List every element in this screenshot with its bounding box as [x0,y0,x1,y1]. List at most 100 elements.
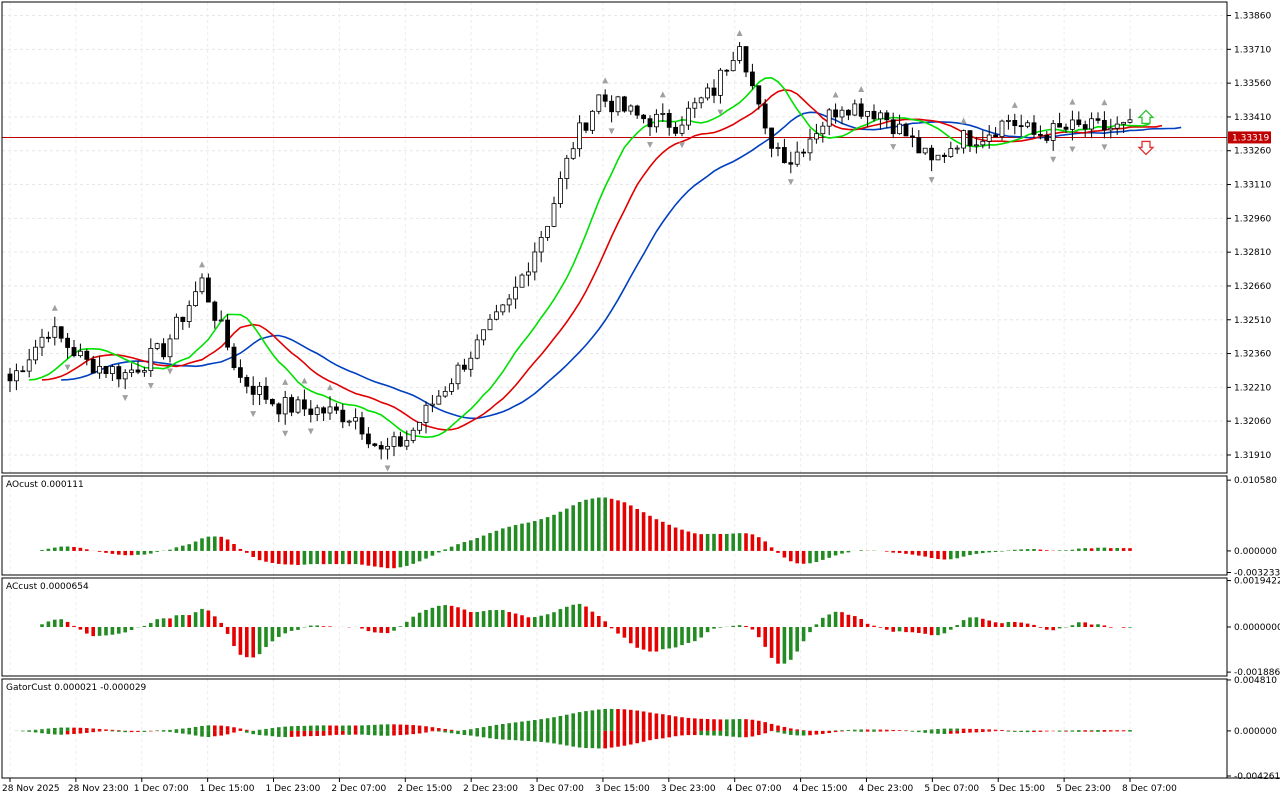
candle-body [993,134,998,138]
panel-frame-main [1,1,1228,474]
candle-body [551,203,557,227]
candle-body [1012,120,1018,127]
candle-body [410,429,416,441]
candle-body [890,119,896,135]
candle-body [724,69,730,72]
fractal-up-icon [327,384,333,391]
candle-body [301,399,307,410]
candle-body [1127,119,1133,123]
candle-body [481,329,487,341]
candle-body [718,69,723,96]
candle-body [807,138,813,154]
candle-body [449,383,455,392]
candle-body [180,316,186,322]
candle-body [110,366,115,374]
fractal-up-icon [659,91,666,98]
candle-body [493,311,499,320]
price-tick-label: 1.33260 [1234,147,1271,157]
indicator-tick-label: 0.000000 [1234,727,1277,737]
candle-body [353,417,359,422]
fractal-down-icon [928,177,935,184]
current-price-badge [1228,131,1271,144]
candle-body [532,251,538,273]
candle-body [641,114,646,120]
alligator-jaw-line [61,111,1182,420]
candle-body [199,277,205,293]
candle-body [116,366,122,380]
candle-body [1057,123,1062,128]
candle-body [948,148,954,157]
candle-body [193,291,199,307]
candle-body [647,118,653,128]
price-tick-label: 1.33110 [1234,181,1271,191]
candle-body [660,113,666,115]
indicator-label-ao: AOcust 0.000111 [6,480,84,490]
time-label: 3 Dec 23:00 [661,784,716,794]
candle-body [954,147,960,150]
candle-body [1095,118,1101,121]
candle-body [622,96,627,112]
price-tick-label: 1.33560 [1234,79,1271,89]
candle-body [429,403,435,406]
fractal-down-icon [647,141,653,148]
candle-body [231,346,237,369]
candle-body [1076,119,1082,125]
fractal-up-icon [858,86,865,93]
candle-body [974,144,979,147]
candle-body [461,364,467,370]
indicator-tick-label: -0.003233 [1234,569,1280,579]
candle-body [237,367,243,378]
candle-body [372,443,378,446]
time-label: 3 Dec 15:00 [595,784,650,794]
candle-body [698,97,704,104]
price-tick-label: 1.32060 [1234,417,1271,427]
candle-body [39,336,45,348]
candle-body [878,112,883,120]
indicator-tick-label: 0.004810 [1234,676,1277,686]
fractal-down-icon [250,411,257,418]
candle-body [423,404,429,423]
panel-frame-gt [1,678,1228,779]
candle-body [58,326,64,339]
candle-body [1044,135,1050,141]
candle-body [705,87,710,99]
candle-body [570,148,576,159]
candle-body [46,336,51,339]
candle-body [487,318,493,331]
candle-body [282,397,288,415]
candle-body [935,154,941,161]
candle-body [397,436,403,447]
candle-body [359,417,365,435]
panel-frame-ac [1,577,1228,677]
time-label: 4 Dec 15:00 [793,784,848,794]
candle-body [13,370,19,382]
candle-body [1082,124,1088,130]
fractal-up-icon [51,304,58,311]
candle-body [122,372,128,380]
candle-body [218,319,224,322]
candle-body [1114,123,1120,129]
time-label: 28 Nov 23:00 [68,784,129,794]
candle-body [154,343,160,349]
candle-body [820,125,826,135]
candle-body [762,103,768,129]
candle-body [205,277,211,303]
candle-body [167,338,173,358]
candle-body [999,120,1005,138]
candle-body [212,301,218,321]
price-tick-label: 1.33410 [1234,113,1271,123]
candle-body [1031,122,1037,135]
fractal-down-icon [787,179,794,186]
candle-body [474,339,480,359]
fractal-up-icon [736,30,743,37]
candle-body [942,154,947,157]
candle-body [26,359,32,372]
candle-body [583,122,589,131]
fractal-up-icon [960,117,967,124]
candle-body [666,113,672,128]
candle-body [97,365,102,374]
candle-body [314,407,320,415]
fractal-down-icon [147,382,154,389]
candle-body [186,305,192,322]
